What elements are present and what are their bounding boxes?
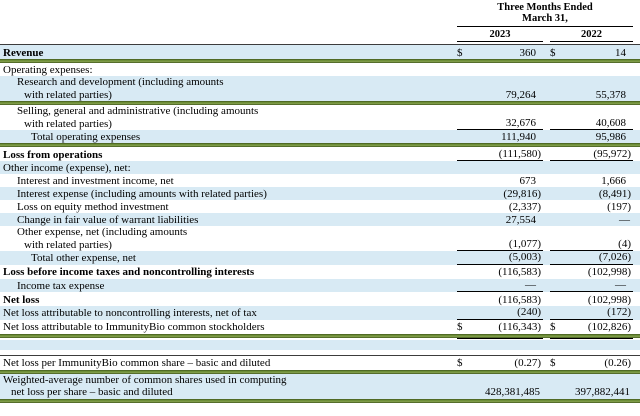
row-revenue: Revenue $360 $14 <box>0 44 640 59</box>
value-2023: (1,077) <box>508 237 541 250</box>
green-separator <box>0 59 640 63</box>
row-total-operating-expenses: Total operating expenses 111,940 95,986 <box>0 130 640 143</box>
dollar-sign: $ <box>550 46 556 59</box>
row-label: Selling, general and administrative (inc… <box>17 105 259 130</box>
row-research-development: Research and development (including amou… <box>0 76 640 101</box>
row-weighted-average-shares: Weighted-average number of common shares… <box>0 373 640 399</box>
row-loss-from-operations: Loss from operations (111,580) (95,972) <box>0 147 640 161</box>
row-label: Change in fair value of warrant liabilit… <box>17 213 199 226</box>
value-2022: (4) <box>618 237 631 250</box>
row-label: Income tax expense <box>17 279 105 292</box>
value-2022: 1,666 <box>601 174 626 187</box>
value-2022: (197) <box>607 200 631 213</box>
row-income-tax-expense: Income tax expense — — <box>0 278 640 292</box>
period-header: Three Months Ended March 31, <box>457 2 633 27</box>
value-2023: — <box>525 278 536 291</box>
value-2023: (29,816) <box>503 187 541 200</box>
period-header-row: Three Months Ended March 31, <box>0 2 640 27</box>
value-2022: 397,882,441 <box>575 386 630 398</box>
green-separator <box>0 369 640 374</box>
value-2023: 428,381,485 <box>485 386 540 398</box>
year-header-2023: 2023 <box>457 29 543 42</box>
row-label: Net loss attributable to ImmunityBio com… <box>3 321 265 333</box>
value-2023: 79,264 <box>505 88 536 101</box>
value-2023: (0.27) <box>514 357 541 369</box>
row-loss-equity-method: Loss on equity method investment (2,337)… <box>0 200 640 213</box>
value-2023: (111,580) <box>498 147 541 160</box>
row-label: Research and development (including amou… <box>17 76 224 101</box>
row-net-loss-stockholders: Net loss attributable to ImmunityBio com… <box>0 320 640 334</box>
row-label: Operating expenses: <box>3 63 93 76</box>
row-label: Total other expense, net <box>31 252 136 264</box>
value-2022: 55,378 <box>595 88 626 101</box>
period-header-line2: March 31, <box>522 12 568 24</box>
value-2023: (116,583) <box>498 266 541 278</box>
row-net-loss-noncontrolling: Net loss attributable to noncontrolling … <box>0 306 640 320</box>
row-label: Loss from operations <box>3 148 103 161</box>
value-2023: 32,676 <box>505 116 536 129</box>
income-statement-table: Three Months Ended March 31, 2023 2022 R… <box>0 2 640 403</box>
row-label: Weighted-average number of common shares… <box>3 373 287 399</box>
value-2023: 673 <box>519 174 537 187</box>
row-label: Loss on equity method investment <box>17 200 169 213</box>
value-2023: 360 <box>519 46 537 59</box>
row-label: Net loss per ImmunityBio common share – … <box>3 357 271 369</box>
row-label: Net loss <box>3 293 40 306</box>
value-2022: (102,998) <box>587 266 631 278</box>
row-label: Revenue <box>3 46 44 59</box>
green-separator <box>0 101 640 105</box>
value-2022: 14 <box>615 46 626 59</box>
row-net-loss-per-share: Net loss per ImmunityBio common share – … <box>0 354 640 370</box>
value-2023: 27,554 <box>505 213 536 226</box>
value-2022: (172) <box>607 306 631 318</box>
value-2023: (5,003) <box>508 251 541 263</box>
row-label: Other expense, net (including amounts wi… <box>17 226 188 251</box>
year-header-row: 2023 2022 <box>0 29 640 42</box>
value-2023: (116,343) <box>498 321 541 333</box>
row-label: Net loss attributable to noncontrolling … <box>3 307 257 319</box>
spacer-row <box>0 339 640 350</box>
dollar-sign: $ <box>457 46 463 59</box>
green-separator <box>0 398 640 403</box>
row-other-expense-net: Other expense, net (including amounts wi… <box>0 226 640 251</box>
value-2022: — <box>619 213 630 226</box>
value-2023: (116,583) <box>498 293 541 306</box>
row-label: Other income (expense), net: <box>3 161 131 174</box>
value-2022: (8,491) <box>598 187 631 200</box>
value-2022: 40,608 <box>595 116 626 129</box>
row-net-loss: Net loss (116,583) (102,998) <box>0 292 640 306</box>
dollar-sign: $ <box>457 321 463 333</box>
value-2022: (7,026) <box>598 251 631 263</box>
row-total-other-expense: Total other expense, net (5,003) (7,026) <box>0 251 640 265</box>
green-separator <box>0 333 640 338</box>
value-2023: (240) <box>517 306 541 318</box>
value-2022: (95,972) <box>593 147 631 160</box>
row-operating-expenses-header: Operating expenses: <box>0 63 640 76</box>
value-2023: 111,940 <box>501 130 536 143</box>
row-loss-before-taxes: Loss before income taxes and noncontroll… <box>0 265 640 279</box>
row-warrant-liabilities: Change in fair value of warrant liabilit… <box>0 213 640 226</box>
row-label: Total operating expenses <box>31 130 141 143</box>
row-label: Interest expense (including amounts with… <box>17 187 267 200</box>
value-2022: (102,826) <box>587 321 631 333</box>
row-selling-general-admin: Selling, general and administrative (inc… <box>0 105 640 130</box>
value-2022: (0.26) <box>604 357 631 369</box>
period-header-line1: Three Months Ended <box>497 2 593 13</box>
value-2022: 95,986 <box>595 130 626 143</box>
value-2023: (2,337) <box>508 200 541 213</box>
value-2022: (102,998) <box>587 293 631 306</box>
dollar-sign: $ <box>550 321 556 333</box>
year-header-2022: 2022 <box>550 29 633 42</box>
dollar-sign: $ <box>457 357 463 369</box>
row-interest-expense: Interest expense (including amounts with… <box>0 187 640 200</box>
double-underline <box>0 337 640 340</box>
row-other-income-header: Other income (expense), net: <box>0 161 640 174</box>
row-label: Interest and investment income, net <box>17 174 174 187</box>
value-2022: — <box>615 278 626 291</box>
dollar-sign: $ <box>550 357 556 369</box>
row-label: Loss before income taxes and noncontroll… <box>3 266 255 278</box>
green-separator <box>0 143 640 147</box>
row-interest-investment-income: Interest and investment income, net 673 … <box>0 174 640 187</box>
